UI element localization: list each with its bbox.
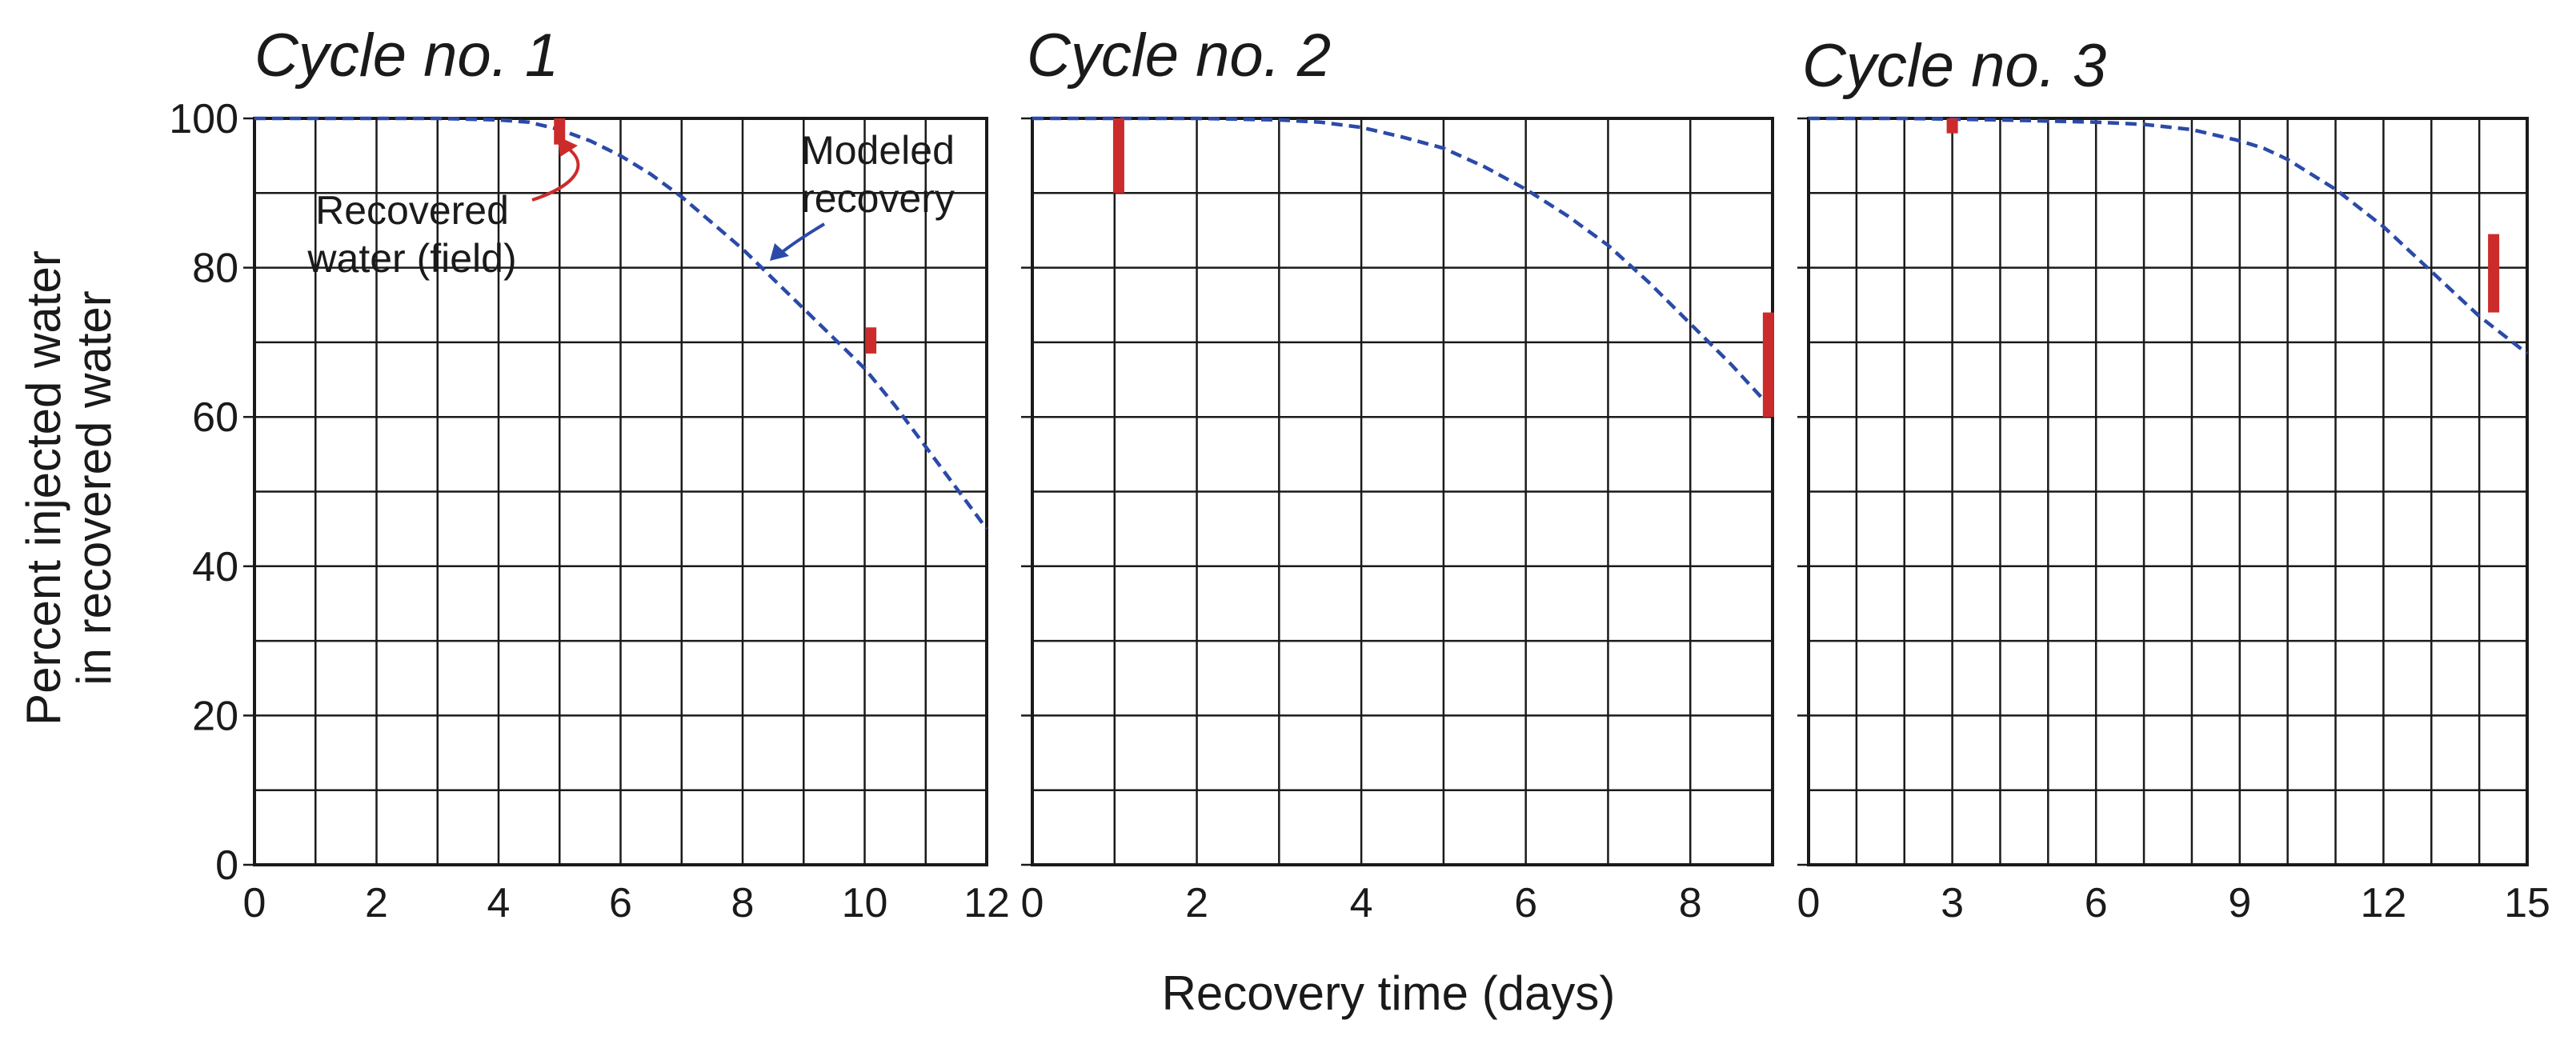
modeled-recovery-label-line2: recovery xyxy=(801,176,955,221)
y-tick-label: 80 xyxy=(192,246,238,292)
panel-title: Cycle no. 3 xyxy=(1802,32,2106,100)
modeled-recovery-arrow-head xyxy=(770,243,789,261)
x-tick-label: 2 xyxy=(365,880,388,926)
x-tick-label: 10 xyxy=(842,880,888,926)
annotations: Recovered water (field) Modeled recovery xyxy=(306,128,954,281)
x-tick-label: 12 xyxy=(2360,880,2406,926)
panel-title: Cycle no. 2 xyxy=(1027,22,1331,90)
recovered-water-field-bar xyxy=(1112,118,1124,194)
recovered-water-arrow xyxy=(531,144,580,202)
x-tick-label: 6 xyxy=(609,880,632,926)
x-tick-label: 15 xyxy=(2504,880,2550,926)
plot-frame xyxy=(1031,117,1774,866)
y-tick-label: 20 xyxy=(192,693,238,739)
x-tick-label: 0 xyxy=(243,880,266,926)
panel-cycle-1: Cycle no. 1 0 20 40 60 80 100 0 2 4 6 8 10 12 xyxy=(169,22,1010,926)
recovered-water-field-bar xyxy=(865,327,877,354)
grid xyxy=(253,117,988,866)
recovered-water-field-bar xyxy=(554,118,566,145)
modeled-recovery-line xyxy=(1032,116,1774,411)
y-tick-label: 60 xyxy=(192,394,238,441)
modeled-recovery-line xyxy=(1809,116,2529,355)
x-tick-label: 6 xyxy=(1514,880,1537,926)
x-tick-label: 6 xyxy=(2085,880,2108,926)
recovered-water-field-bar xyxy=(1946,118,1958,134)
x-tick-label: 8 xyxy=(1679,880,1702,926)
recovered-water-field-bar xyxy=(1762,312,1774,418)
x-tick-label: 3 xyxy=(1941,880,1964,926)
x-tick-label: 9 xyxy=(2228,880,2251,926)
recovered-water-arrow-head xyxy=(557,136,578,157)
recovered-water-field-bar xyxy=(2488,234,2500,313)
x-tick-label: 4 xyxy=(487,880,511,926)
x-tick-label: 8 xyxy=(731,880,755,926)
recovered-water-label-line1: Recovered xyxy=(315,188,509,233)
x-tick-label: 0 xyxy=(1797,880,1821,926)
y-tick-label: 100 xyxy=(169,96,238,142)
y-axis-title-line1: Percent injected water xyxy=(17,250,70,726)
modeled-recovery-line xyxy=(254,116,988,530)
plot-frame xyxy=(1807,117,2529,866)
grid xyxy=(1031,117,1774,866)
panel-cycle-2: Cycle no. 2 0 2 4 6 8 xyxy=(1021,22,1774,926)
y-tick-label: 40 xyxy=(192,544,238,590)
panel-cycle-3: Cycle no. 3 0 3 6 9 12 15 xyxy=(1797,32,2550,926)
x-axis-title: Recovery time (days) xyxy=(1162,966,1616,1020)
x-tick-label: 2 xyxy=(1185,880,1208,926)
plot-frame xyxy=(253,117,988,866)
modeled-recovery-label-line1: Modeled xyxy=(801,128,955,173)
panel-title: Cycle no. 1 xyxy=(254,22,559,90)
x-tick-label: 4 xyxy=(1350,880,1373,926)
x-tick-label: 0 xyxy=(1021,880,1044,926)
grid xyxy=(1807,117,2529,866)
x-tick-label: 12 xyxy=(963,880,1010,926)
y-tick-label: 0 xyxy=(215,842,238,889)
y-axis-title-line2: in recovered water xyxy=(67,290,121,686)
modeled-recovery-arrow xyxy=(779,222,826,255)
recovered-water-label-line2: water (field) xyxy=(306,236,516,281)
